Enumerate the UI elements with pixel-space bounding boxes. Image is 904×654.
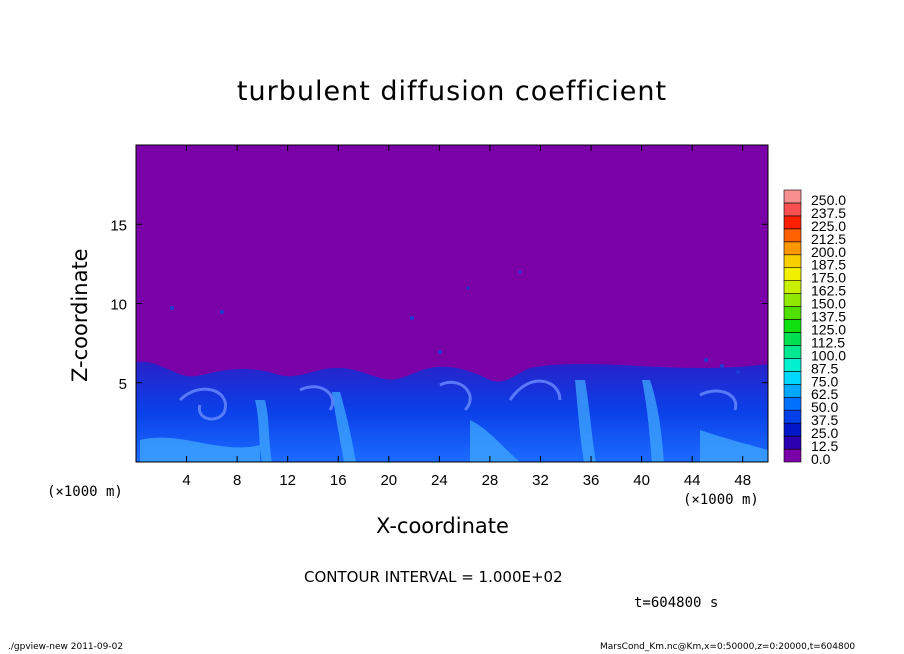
colorbar-label: 75.0 [811,373,838,389]
footer-command: ./gpview-new 2011-09-02 [8,642,124,652]
colorbar-label: 225.0 [811,218,846,234]
colorbar-label: 137.5 [811,309,846,325]
y-axis-label: Z-coordinate [68,248,92,382]
colorbar-label: 50.0 [811,399,838,415]
plume-streaks [140,380,768,462]
x-tick-label: 4 [182,472,190,489]
y-tick-label: 5 [119,376,127,393]
x-tick-label: 12 [279,472,296,489]
colorbar-swatch [783,202,802,217]
eddy [704,358,708,362]
colorbar-swatch [783,267,802,281]
colorbar-label: 37.5 [811,412,838,428]
x-unit-label-right: (×1000 m) [683,492,759,508]
colorbar-swatch [783,422,802,437]
eddy [736,370,740,374]
colorbar-swatch [783,448,802,463]
colorbar-swatch [783,332,802,346]
x-tick-label: 24 [431,472,448,489]
plume-streak [332,392,356,462]
colorbar-swatch [783,241,802,256]
x-unit-label-left: (×1000 m) [47,484,123,500]
colorbar-label: 100.0 [811,347,846,363]
x-tick-label: 32 [532,472,549,489]
colorbar-label: 187.5 [811,257,846,273]
x-tick-label: 8 [233,472,241,489]
colorbar: 0.012.525.037.550.062.575.087.5100.0112.… [783,189,846,467]
colorbar-swatch [783,371,802,385]
y-axis-ticks: 5 10 15 [110,217,768,393]
plume-streak [470,420,520,462]
colorbar-label: 162.5 [811,283,846,299]
x-tick-label: 36 [583,472,600,489]
colorbar-label: 150.0 [811,296,846,312]
colorbar-label: 237.5 [811,205,846,221]
x-tick-label: 44 [684,472,701,489]
eddy [410,316,414,320]
colorbar-swatch [783,280,802,294]
plume-streak [255,400,272,462]
colorbar-label: 175.0 [811,270,846,286]
x-tick-label: 28 [482,472,499,489]
x-tick-label: 16 [330,472,347,489]
colorbar-label: 12.5 [811,438,838,454]
x-tick-label: 48 [734,472,751,489]
time-label: t=604800 s [634,595,719,611]
vortex-swirls [178,379,738,421]
contour-interval-label: CONTOUR INTERVAL = 1.000E+02 [304,568,563,586]
plot-area [135,144,769,463]
eddy [518,270,522,274]
colorbar-swatch [783,228,802,243]
colorbar-swatch [783,435,802,450]
colorbar-label: 112.5 [811,334,845,350]
x-tick-label: 40 [633,472,650,489]
eddy [466,286,470,290]
footer-source: MarsCond_Km.nc@Km,x=0:50000,z=0:20000,t=… [600,642,856,652]
eddy [220,310,224,314]
vortex-swirl [299,385,335,411]
vortex-swirl [439,380,472,412]
colorbar-label: 87.5 [811,360,838,376]
colorbar-label: 0.0 [811,451,831,467]
colorbar-swatch [783,306,802,320]
eddy [438,350,442,354]
small-eddies [170,270,740,374]
colorbar-swatch [783,383,802,398]
plume-streak [575,380,596,462]
plume-streak [642,380,664,462]
x-axis-ticks: 4 8 12 16 20 24 28 32 36 40 44 48 [182,145,751,489]
colorbar-swatch [783,345,802,359]
colorbar-label: 250.0 [811,192,846,208]
colorbar-swatch [783,409,802,424]
colorbar-swatch [783,189,802,204]
chart-title: turbulent diffusion coefficient [236,76,668,107]
colorbar-swatch [783,293,802,307]
eddy [720,364,724,368]
vortex-swirl [508,379,562,401]
x-tick-label: 20 [380,472,397,489]
colorbar-label: 200.0 [811,244,846,260]
vortex-swirl [699,389,738,411]
vortex-swirl [178,387,227,421]
colorbar-swatch [783,254,802,269]
y-tick-label: 15 [110,217,127,234]
x-axis-label: X-coordinate [376,514,509,538]
plume-streak [140,437,260,462]
colorbar-swatch [783,358,802,372]
colorbar-label: 62.5 [811,386,838,402]
colorbar-label: 125.0 [811,321,846,337]
eddy [170,306,174,310]
colorbar-swatch [783,319,802,333]
y-tick-label: 10 [110,297,127,314]
colorbar-label: 25.0 [811,425,838,441]
colorbar-label: 212.5 [811,231,846,247]
plume-streak [700,430,768,462]
turbulent-layer [136,361,768,462]
colorbar-swatch [783,215,802,230]
colorbar-swatch [783,396,802,411]
